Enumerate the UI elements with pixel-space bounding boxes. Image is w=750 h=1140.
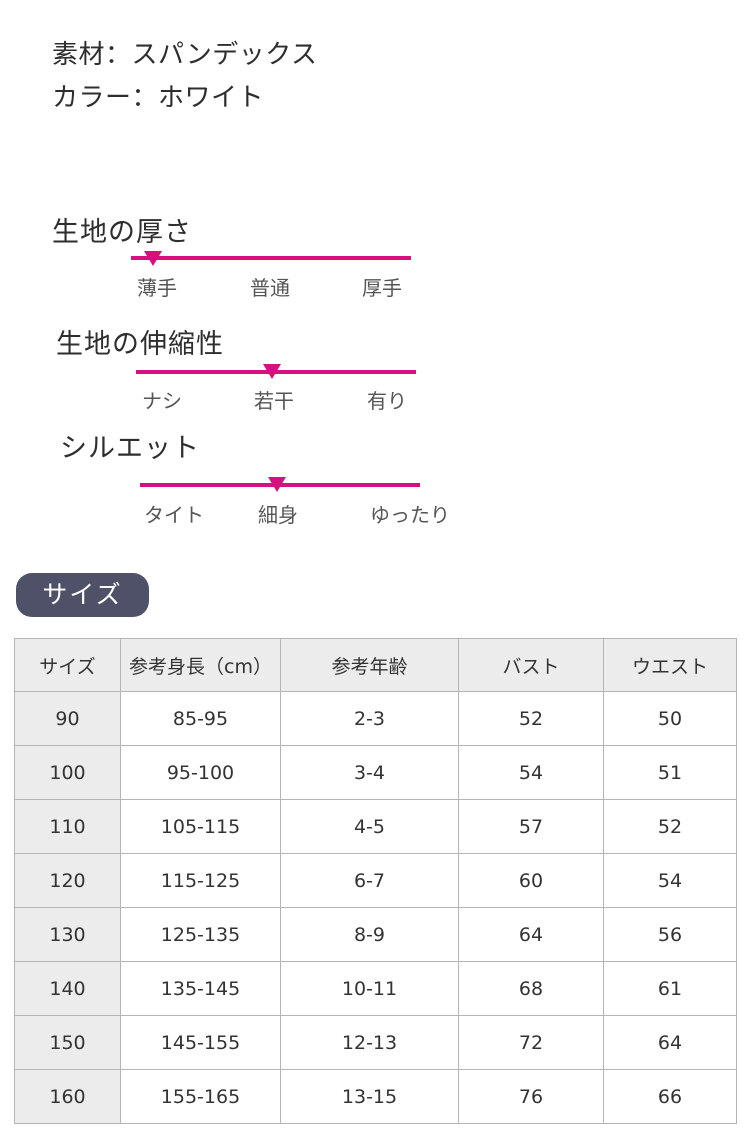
scale-marker-icon: [268, 477, 286, 492]
cell-age: 2-3: [280, 691, 459, 746]
scale-label: 有り: [367, 389, 407, 413]
scale-label: 薄手: [137, 276, 177, 300]
cell-size: 140: [14, 961, 121, 1016]
table-row: 90 85-95 2-3 52 50: [14, 691, 737, 746]
scale-marker-icon: [144, 251, 162, 266]
scale-line: [131, 256, 411, 260]
header-waist: ウエスト: [603, 638, 737, 692]
table-header-row: サイズ 参考身長（cm） 参考年齢 バスト ウエスト: [14, 638, 737, 692]
table-row: 150 145-155 12-13 72 64: [14, 1015, 737, 1070]
cell-height: 105-115: [120, 799, 281, 854]
scale-label: 若干: [254, 389, 294, 413]
size-section-badge: サイズ: [16, 573, 149, 617]
size-table: サイズ 参考身長（cm） 参考年齢 バスト ウエスト 90 85-95 2-3 52 5…: [14, 638, 737, 1124]
header-height: 参考身長（cm）: [120, 638, 281, 692]
cell-waist: 66: [603, 1069, 737, 1124]
cell-size: 120: [14, 853, 121, 908]
cell-bust: 57: [458, 799, 604, 854]
scale-label: 普通: [250, 276, 290, 300]
cell-age: 10-11: [280, 961, 459, 1016]
cell-height: 115-125: [120, 853, 281, 908]
table-row: 160 155-165 13-15 76 66: [14, 1069, 737, 1124]
cell-age: 12-13: [280, 1015, 459, 1070]
scale-label: タイト: [144, 503, 204, 527]
scale-label: ゆったり: [370, 503, 450, 527]
header-age: 参考年齢: [280, 638, 459, 692]
cell-size: 160: [14, 1069, 121, 1124]
cell-height: 135-145: [120, 961, 281, 1016]
cell-waist: 54: [603, 853, 737, 908]
cell-age: 8-9: [280, 907, 459, 962]
cell-bust: 68: [458, 961, 604, 1016]
color-spec: カラー：ホワイト: [52, 83, 265, 113]
cell-size: 90: [14, 691, 121, 746]
scale-label: ナシ: [142, 389, 182, 413]
table-row: 140 135-145 10-11 68 61: [14, 961, 737, 1016]
cell-bust: 52: [458, 691, 604, 746]
cell-waist: 52: [603, 799, 737, 854]
cell-height: 95-100: [120, 745, 281, 800]
cell-waist: 56: [603, 907, 737, 962]
cell-bust: 72: [458, 1015, 604, 1070]
scale-marker-icon: [263, 364, 281, 379]
cell-height: 145-155: [120, 1015, 281, 1070]
cell-bust: 54: [458, 745, 604, 800]
table-row: 130 125-135 8-9 64 56: [14, 907, 737, 962]
cell-height: 125-135: [120, 907, 281, 962]
cell-height: 85-95: [120, 691, 281, 746]
cell-waist: 61: [603, 961, 737, 1016]
cell-age: 3-4: [280, 745, 459, 800]
cell-waist: 64: [603, 1015, 737, 1070]
cell-size: 130: [14, 907, 121, 962]
cell-bust: 76: [458, 1069, 604, 1124]
table-row: 110 105-115 4-5 57 52: [14, 799, 737, 854]
scale-title: 生地の厚さ: [52, 217, 192, 248]
cell-age: 13-15: [280, 1069, 459, 1124]
cell-bust: 64: [458, 907, 604, 962]
cell-age: 4-5: [280, 799, 459, 854]
scale-label: 厚手: [362, 276, 402, 300]
cell-waist: 51: [603, 745, 737, 800]
cell-size: 150: [14, 1015, 121, 1070]
material-spec: 素材：スパンデックス: [52, 40, 318, 70]
table-row: 100 95-100 3-4 54 51: [14, 745, 737, 800]
scale-title: シルエット: [60, 433, 200, 464]
cell-age: 6-7: [280, 853, 459, 908]
header-bust: バスト: [458, 638, 604, 692]
cell-waist: 50: [603, 691, 737, 746]
cell-size: 100: [14, 745, 121, 800]
header-size: サイズ: [14, 638, 121, 692]
scale-label: 細身: [258, 503, 298, 527]
cell-size: 110: [14, 799, 121, 854]
cell-height: 155-165: [120, 1069, 281, 1124]
table-row: 120 115-125 6-7 60 54: [14, 853, 737, 908]
scale-title: 生地の伸縮性: [56, 329, 224, 360]
cell-bust: 60: [458, 853, 604, 908]
